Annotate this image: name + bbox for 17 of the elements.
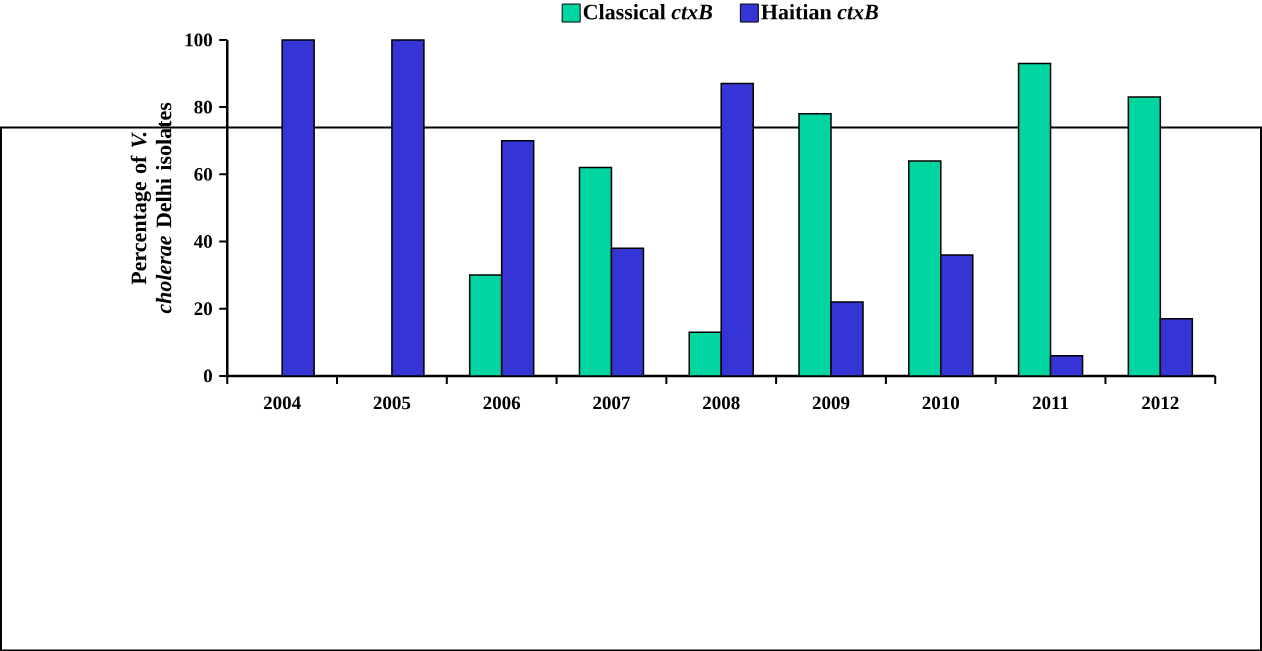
- x-tick-label: 2010: [922, 396, 960, 410]
- x-tick-label: 2012: [1142, 396, 1179, 410]
- y-tick-label: 40: [193, 234, 212, 248]
- x-tick-label: 2006: [483, 396, 521, 410]
- x-tick-label: 2008: [703, 396, 740, 410]
- y-tick-label: 0: [203, 369, 212, 383]
- x-tick-label: 2004: [263, 396, 301, 410]
- y-tick-label: 100: [185, 33, 212, 47]
- y-tick-label: 60: [194, 167, 212, 181]
- y-tick-label: 80: [194, 100, 212, 114]
- x-tick-label: 2011: [1032, 396, 1069, 410]
- x-tick-label: 2005: [373, 396, 411, 410]
- legend-label: Classical ctxB: [583, 3, 713, 20]
- legend-label: Haitian ctxB: [761, 3, 878, 20]
- x-tick-label: 2009: [812, 396, 850, 410]
- y-tick-label: 20: [194, 302, 212, 315]
- x-tick-label: 2007: [593, 396, 630, 410]
